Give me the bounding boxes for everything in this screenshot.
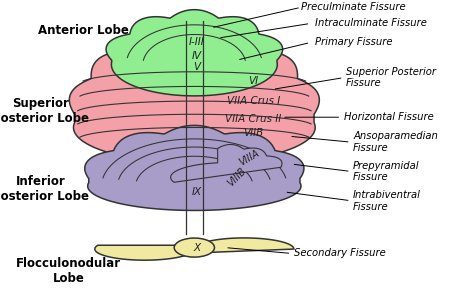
Polygon shape [106, 10, 283, 96]
Polygon shape [171, 144, 282, 182]
Text: Flocculonodular
Lobe: Flocculonodular Lobe [16, 257, 121, 285]
Text: VIIA Crus II: VIIA Crus II [226, 114, 282, 124]
Text: Anterior Lobe: Anterior Lobe [37, 24, 128, 37]
Polygon shape [69, 27, 319, 163]
Text: Secondary Fissure: Secondary Fissure [294, 248, 386, 258]
Text: VIIIB: VIIIB [226, 166, 248, 189]
Text: VI: VI [248, 76, 259, 86]
Text: Superior
Posterior Lobe: Superior Posterior Lobe [0, 97, 89, 125]
Text: IV: IV [191, 51, 202, 61]
Polygon shape [85, 125, 304, 210]
Text: IX: IX [191, 187, 202, 197]
Text: Superior Posterior
Fissure: Superior Posterior Fissure [346, 67, 436, 88]
Polygon shape [194, 238, 294, 253]
Text: Intrabiventral
Fissure: Intrabiventral Fissure [353, 190, 421, 212]
Text: Preculminate Fissure: Preculminate Fissure [301, 2, 406, 12]
Text: Intraculminate Fissure: Intraculminate Fissure [315, 18, 427, 28]
Text: Inferior
Posterior Lobe: Inferior Posterior Lobe [0, 175, 89, 203]
Text: VIIB: VIIB [244, 128, 264, 138]
Polygon shape [95, 245, 194, 260]
Text: VIIA Crus I: VIIA Crus I [227, 96, 280, 106]
Text: V: V [193, 62, 201, 72]
Text: VIIIA: VIIIA [237, 149, 261, 168]
Text: X: X [193, 243, 201, 253]
Text: Primary Fissure: Primary Fissure [315, 38, 393, 47]
Ellipse shape [174, 238, 214, 257]
Text: Horizontal Fissure: Horizontal Fissure [344, 112, 433, 122]
Text: I-III: I-III [189, 38, 205, 47]
Text: Prepyramidal
Fissure: Prepyramidal Fissure [353, 161, 419, 182]
Text: Ansoparamedian
Fissure: Ansoparamedian Fissure [353, 131, 438, 153]
